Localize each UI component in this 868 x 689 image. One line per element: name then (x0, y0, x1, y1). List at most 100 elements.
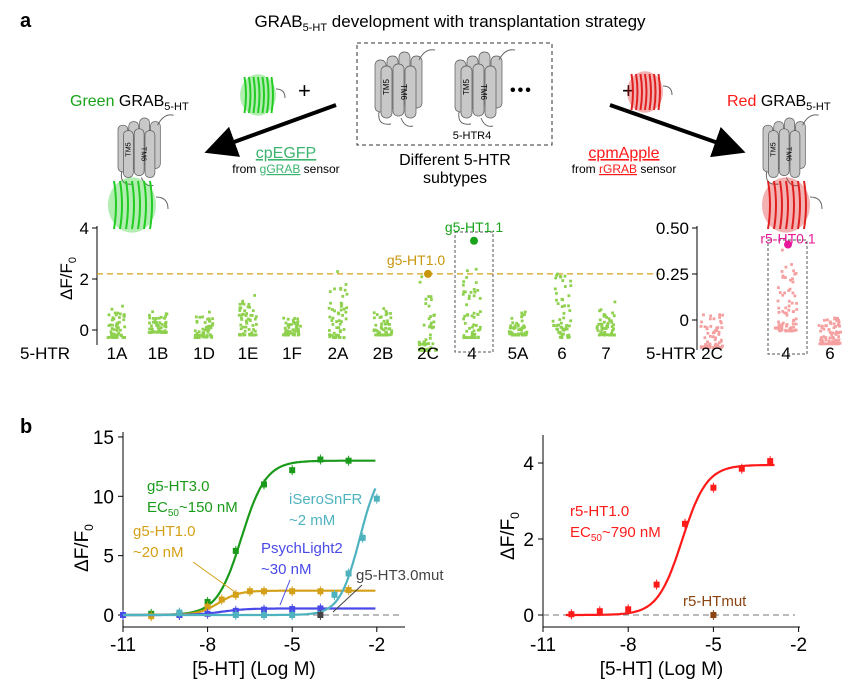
data-point (385, 331, 388, 335)
data-point (704, 343, 707, 346)
beta-strand (644, 73, 648, 111)
data-point (344, 310, 348, 314)
red-sensor-fp-icon (762, 177, 823, 233)
beta-strand (137, 180, 141, 230)
data-point (148, 313, 151, 317)
highlight-label: r5-HT0.1 (760, 231, 815, 247)
data-point (839, 330, 842, 334)
data-point (198, 315, 202, 319)
data-point (556, 302, 560, 306)
data-point (474, 267, 478, 271)
data-point (239, 327, 243, 331)
data-point (328, 335, 332, 339)
data-point (115, 324, 118, 328)
x-tick-label: -11 (530, 635, 556, 656)
data-point (476, 288, 480, 292)
data-point (205, 334, 209, 337)
data-point (469, 290, 473, 294)
red-sensor-receptor-icon: TM5 TM6 (762, 114, 819, 187)
data-point (382, 333, 386, 337)
data-point (201, 327, 205, 331)
data-point (110, 318, 114, 322)
data-point (342, 336, 346, 340)
series-label: r5-HTmut (683, 593, 747, 610)
data-point (288, 330, 292, 334)
annotation-arrow (279, 579, 291, 606)
data-point (789, 328, 793, 332)
data-point (523, 325, 526, 329)
data-point (206, 330, 210, 334)
data-point (561, 298, 565, 302)
highlight-box (454, 231, 494, 353)
data-point (599, 331, 603, 334)
data-point (472, 333, 476, 337)
data-point (467, 297, 471, 300)
data-point (831, 336, 835, 340)
data-point (243, 309, 247, 313)
data-point (384, 333, 387, 337)
x-tick-label: 6 (557, 344, 566, 363)
data-point (462, 290, 466, 294)
series-label: g5-HT3.0mut (356, 567, 444, 584)
data-point (115, 326, 119, 330)
data-point (708, 317, 712, 321)
data-point (609, 319, 613, 323)
data-point (329, 301, 332, 305)
data-point (792, 269, 795, 273)
data-point (561, 279, 565, 282)
data-point (835, 319, 839, 323)
data-point (424, 297, 428, 301)
data-point (524, 331, 528, 335)
data-point (284, 321, 288, 325)
data-point (386, 333, 389, 337)
data-point (776, 299, 780, 303)
data-point (117, 331, 121, 335)
data-point (336, 270, 339, 273)
data-point (569, 284, 573, 288)
data-point (795, 308, 799, 311)
data-point (781, 275, 785, 279)
data-point (241, 301, 244, 305)
data-point (510, 326, 514, 330)
series-ec50-label: ~30 nM (261, 561, 311, 578)
data-point (390, 329, 394, 333)
y-axis-label: ΔF/F0 (498, 512, 522, 560)
data-point (341, 314, 345, 317)
data-point (287, 326, 291, 329)
data-point (794, 322, 798, 326)
data-point (792, 310, 795, 314)
data-point (553, 287, 557, 291)
data-point (110, 307, 114, 311)
c-terminus-loop (498, 49, 516, 61)
x-tick-label: -2 (790, 635, 807, 656)
data-point (787, 289, 791, 292)
beta-strand (767, 180, 771, 230)
data-point (163, 329, 167, 333)
data-point (429, 295, 433, 299)
data-point (465, 329, 469, 333)
data-point (342, 307, 346, 311)
x-tick-label: 4 (467, 344, 476, 363)
data-point (334, 336, 338, 339)
data-point (285, 333, 289, 337)
data-point (822, 335, 826, 339)
data-point (121, 336, 125, 339)
data-point (465, 269, 469, 273)
beta-strand (639, 73, 643, 111)
data-point (467, 294, 471, 298)
data-point (787, 308, 791, 312)
data-point (472, 329, 476, 333)
data-point (602, 333, 605, 336)
data-point (608, 319, 612, 323)
tm5-label: TM5 (124, 142, 133, 156)
data-point (510, 316, 514, 320)
data-point (603, 333, 607, 337)
data-point (559, 275, 563, 279)
data-point (516, 323, 520, 327)
data-point (119, 328, 122, 332)
data-point (721, 344, 724, 348)
data-point (563, 328, 567, 331)
data-point (714, 345, 717, 348)
series-ec50-label: EC50~150 nM (147, 499, 238, 519)
beta-strand (149, 180, 153, 230)
